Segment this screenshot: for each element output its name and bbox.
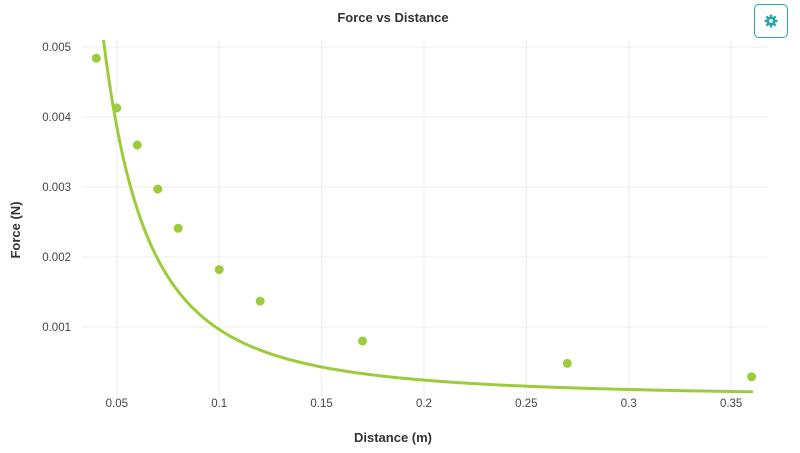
data-point xyxy=(747,372,757,382)
data-point xyxy=(358,336,368,346)
data-point xyxy=(173,223,183,233)
x-tick-label: 0.25 xyxy=(515,398,537,410)
y-tick-label: 0.001 xyxy=(42,322,71,334)
fit-curve-layer xyxy=(102,40,754,394)
y-tick-label: 0.003 xyxy=(42,182,71,194)
x-tick-label: 0.1 xyxy=(211,398,227,410)
data-point xyxy=(255,296,265,306)
y-tick-label: 0.002 xyxy=(42,252,71,264)
x-axis-label: Distance (m) xyxy=(354,430,432,445)
gridlines xyxy=(82,40,768,397)
chart-title: Force vs Distance xyxy=(337,10,448,25)
y-tick-label: 0.004 xyxy=(42,112,71,124)
fit-curve xyxy=(102,40,754,394)
data-point xyxy=(132,140,142,150)
data-point xyxy=(562,358,572,368)
data-point xyxy=(214,265,224,275)
x-tick-label: 0.35 xyxy=(720,398,742,410)
y-axis-label: Force (N) xyxy=(8,201,23,258)
x-axis-ticks: 0.05 0.1 0.15 0.2 0.25 0.3 0.35 xyxy=(106,398,743,410)
y-axis-ticks: 0.001 0.002 0.003 0.004 0.005 xyxy=(42,42,71,334)
x-tick-label: 0.05 xyxy=(106,398,128,410)
gear-icon xyxy=(764,14,778,28)
y-tick-label: 0.005 xyxy=(42,42,71,54)
settings-button[interactable] xyxy=(754,4,788,38)
x-tick-label: 0.15 xyxy=(310,398,332,410)
data-points xyxy=(91,53,757,382)
x-tick-label: 0.2 xyxy=(416,398,432,410)
data-point xyxy=(91,53,101,63)
data-point xyxy=(112,103,122,113)
data-point xyxy=(153,184,163,194)
x-tick-label: 0.3 xyxy=(621,398,637,410)
